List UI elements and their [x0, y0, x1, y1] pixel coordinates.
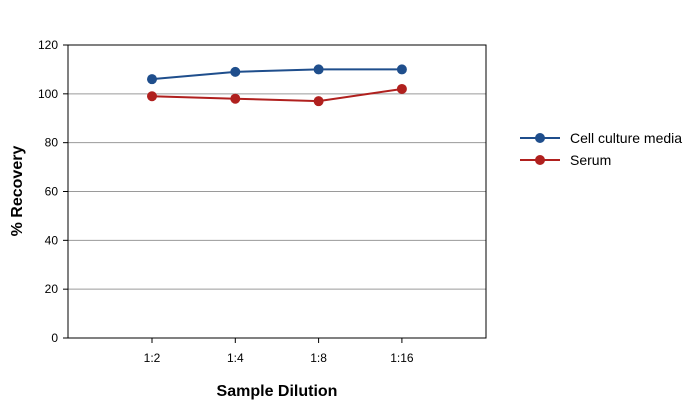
y-tick-label: 60: [45, 185, 59, 199]
legend-marker: [535, 133, 545, 143]
data-point: [147, 74, 157, 85]
data-point: [313, 96, 324, 107]
data-point: [147, 91, 157, 102]
legend: Cell culture media Serum: [520, 130, 682, 168]
y-tick-label: 40: [45, 233, 59, 247]
data-point: [396, 83, 407, 94]
data-point: [313, 64, 324, 75]
gridlines: [68, 93, 486, 290]
y-axis-ticks: 0 20 40 60 80 100 120: [38, 38, 68, 345]
y-tick-label: 120: [38, 38, 58, 52]
y-tick-label: 100: [38, 87, 58, 101]
y-tick-label: 20: [45, 282, 59, 296]
data-point: [230, 93, 241, 104]
data-point: [230, 66, 241, 77]
series-layer: [147, 64, 407, 107]
x-axis-title: Sample Dilution: [217, 383, 338, 400]
y-axis-title: % Recovery: [9, 146, 26, 237]
y-tick-label: 80: [45, 136, 59, 150]
x-tick-label: 1:4: [227, 351, 244, 365]
y-tick-label: 0: [51, 331, 58, 345]
series-line-2: [151, 87, 403, 103]
x-axis-ticks: 1:2 1:4 1:8 1:16: [144, 338, 414, 365]
legend-label: Serum: [570, 152, 611, 168]
data-point: [396, 64, 407, 75]
legend-marker: [535, 155, 545, 165]
x-tick-label: 1:2: [144, 351, 161, 365]
x-tick-label: 1:8: [310, 351, 327, 365]
legend-label: Cell culture media: [570, 130, 682, 146]
series-line-1: [151, 68, 402, 81]
x-tick-label: 1:16: [390, 351, 414, 365]
